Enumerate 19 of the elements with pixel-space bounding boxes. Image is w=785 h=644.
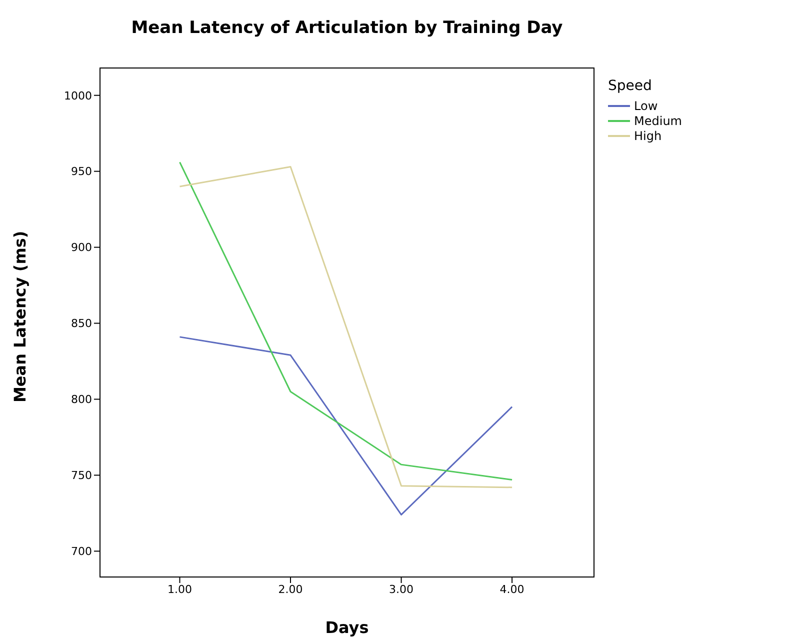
x-tick-label: 2.00	[278, 582, 303, 596]
x-axis-title: Days	[325, 618, 369, 637]
line-series	[179, 336, 513, 516]
x-tick-label: 1.00	[168, 582, 192, 596]
y-tick-label: 1000	[64, 89, 92, 102]
y-tick-label: 900	[71, 241, 92, 254]
x-tick-label: 4.00	[500, 582, 524, 596]
legend-label: Low	[634, 98, 658, 112]
legend-label: High	[634, 128, 662, 142]
y-tick-label: 850	[71, 317, 92, 330]
y-tick-label: 700	[71, 545, 92, 558]
y-tick-label: 750	[71, 469, 92, 482]
y-axis-title: Mean Latency (ms)	[10, 230, 30, 402]
legend-title: Speed	[608, 78, 653, 94]
y-tick-label: 950	[71, 165, 92, 178]
x-tick-label: 3.00	[389, 582, 414, 596]
legend-label: Medium	[634, 114, 682, 128]
chart-title: Mean Latency of Articulation by Training Day	[130, 18, 564, 38]
y-tick-label: 800	[71, 393, 92, 406]
